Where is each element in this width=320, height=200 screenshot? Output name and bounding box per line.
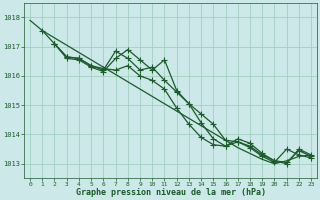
X-axis label: Graphe pression niveau de la mer (hPa): Graphe pression niveau de la mer (hPa): [76, 188, 266, 197]
